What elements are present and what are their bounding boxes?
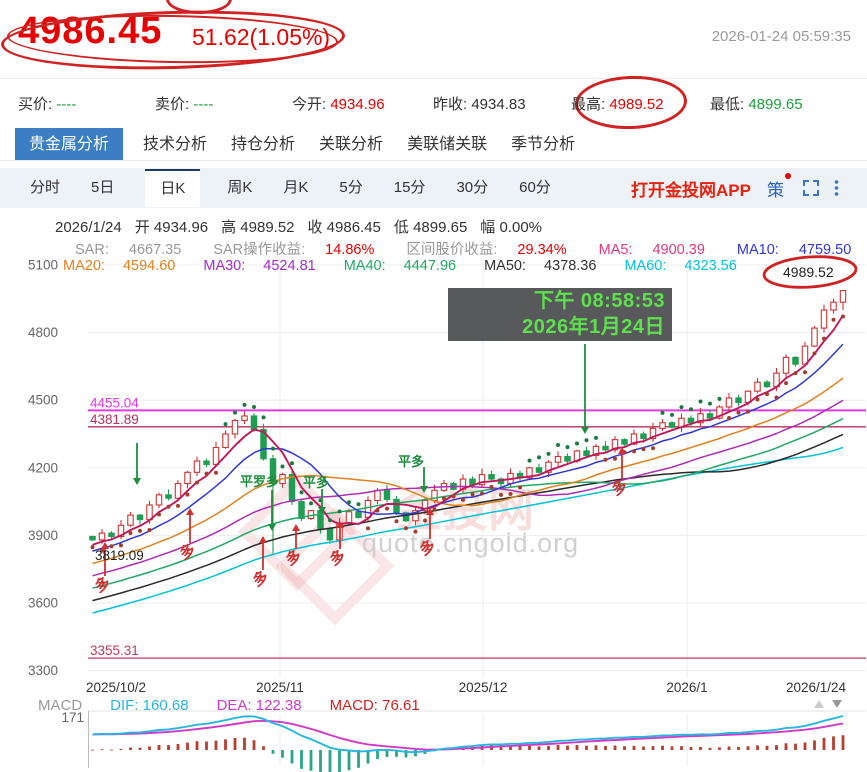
svg-text:多: 多 (176, 540, 198, 563)
tab-period-5[interactable]: 5分 (339, 179, 363, 196)
quote-item-5: 最低: 4899.65 (710, 96, 803, 113)
svg-text:2025/10/2: 2025/10/2 (86, 680, 146, 695)
svg-text:多: 多 (249, 567, 271, 590)
tab-main-1[interactable]: 技术分析 (143, 136, 208, 153)
svg-text:4381.89: 4381.89 (90, 412, 139, 427)
scroll-left-icon[interactable] (814, 700, 824, 708)
indicator-row-ma: MA20: 4594.60 MA30: 4524.81 MA40: 4447.96 M… (63, 258, 737, 274)
indicator-row-sar: SAR: 4667.35 SAR操作收益: 14.86% 区间股价收益: 29.34… (75, 242, 852, 258)
fullscreen-icon[interactable] (802, 179, 820, 197)
scroll-right-icon[interactable] (832, 700, 842, 708)
open-app-link[interactable]: 打开金投网APP (631, 180, 751, 200)
quote-item-0: 买价: ---- (18, 96, 77, 113)
svg-text:3300: 3300 (28, 663, 58, 678)
watermark-text: quote.cngold.org (362, 528, 580, 558)
svg-text:3355.31: 3355.31 (90, 643, 139, 658)
tab-period-2[interactable]: 日K (145, 169, 201, 207)
svg-text:4200: 4200 (28, 460, 58, 475)
svg-text:2025/11: 2025/11 (256, 680, 304, 695)
kline-chart: 金投网 quote.cngold.org 5100 4800 4500 4200 390… (0, 252, 867, 772)
svg-text:平多: 平多 (398, 454, 424, 469)
svg-text:5100: 5100 (28, 258, 58, 273)
svg-text:4800: 4800 (28, 325, 58, 340)
svg-text:多: 多 (608, 476, 630, 499)
svg-text:3600: 3600 (28, 596, 58, 611)
clock-date: 2026年1月24日 (522, 316, 665, 338)
current-price: 4986.45 (18, 10, 163, 52)
tab-period-1[interactable]: 5日 (91, 179, 115, 196)
svg-text:多: 多 (416, 536, 438, 559)
svg-text:平罗多: 平罗多 (240, 474, 279, 489)
period-tab-bar: 分时 5日 日K 周K 月K 5分 15分 30分 60分 打开金投网APP 策 (0, 168, 867, 208)
svg-text:多: 多 (91, 573, 113, 596)
svg-text:3900: 3900 (28, 528, 58, 543)
strategy-badge[interactable]: 策 (767, 172, 791, 201)
quote-timestamp: 2026-01-24 05:59:35 (711, 28, 851, 45)
price-change: 51.62(1.05%) (192, 24, 331, 50)
period-bar-right: 打开金投网APP 策 (631, 172, 867, 201)
tab-main-2[interactable]: 持仓分析 (231, 136, 296, 153)
more-options-icon[interactable] (834, 179, 839, 197)
tab-period-8[interactable]: 60分 (519, 179, 551, 196)
quote-item-3: 昨收: 4934.83 (433, 96, 526, 113)
tab-main-0[interactable]: 贵金属分析 (15, 128, 124, 160)
svg-text:多: 多 (326, 546, 348, 569)
ohlc-readout: 2026/1/24 开 4934.96 高 4989.52 收 4986.45 低 48… (55, 219, 542, 236)
svg-text:171: 171 (61, 710, 84, 725)
quote-item-4: 最高: 4989.52 (571, 96, 664, 113)
quote-summary-row: 买价: ---- 卖价: ---- 今开: 4934.96 昨收: 4934.83 最高… (0, 74, 867, 131)
clock-time: 下午 08:58:53 (533, 290, 665, 312)
analysis-tab-bar: 贵金属分析 技术分析 持仓分析 关联分析 美联储关联 季节分析 (0, 128, 867, 161)
svg-text:平多: 平多 (303, 475, 329, 490)
quote-item-2: 今开: 4934.96 (292, 96, 385, 113)
price-header: 4986.45 51.62(1.05%) 2026-01-24 05:59:35 (0, 0, 867, 79)
quote-item-1: 卖价: ---- (155, 96, 214, 113)
tab-period-4[interactable]: 月K (283, 179, 309, 196)
clock-overlay: 下午 08:58:53 2026年1月24日 (448, 288, 672, 341)
tab-main-5[interactable]: 季节分析 (511, 136, 576, 153)
top-annotation-arc (166, 0, 232, 14)
tab-period-3[interactable]: 周K (227, 179, 253, 196)
svg-text:4989.52: 4989.52 (783, 264, 834, 280)
notification-dot-icon (785, 172, 791, 179)
svg-text:4500: 4500 (28, 393, 58, 408)
tab-main-3[interactable]: 关联分析 (319, 136, 384, 153)
svg-text:2026/1/24: 2026/1/24 (786, 680, 847, 695)
chart-canvas: 5100 4800 4500 4200 3900 3600 3300 4455.04 4381.… (28, 255, 866, 772)
tab-main-4[interactable]: 美联储关联 (407, 136, 488, 153)
svg-text:3819.09: 3819.09 (95, 548, 144, 563)
svg-text:4455.04: 4455.04 (90, 395, 139, 410)
svg-text:2026/1: 2026/1 (666, 680, 707, 695)
tab-period-7[interactable]: 30分 (456, 179, 489, 196)
svg-text:多: 多 (282, 546, 304, 569)
svg-text:2025/12: 2025/12 (459, 680, 508, 695)
tab-period-6[interactable]: 15分 (393, 179, 426, 196)
macd-indicator-row: MACD DIF: 160.68 DEA: 122.38 MACD: 76.61 (38, 697, 420, 714)
tab-period-0[interactable]: 分时 (30, 179, 61, 196)
